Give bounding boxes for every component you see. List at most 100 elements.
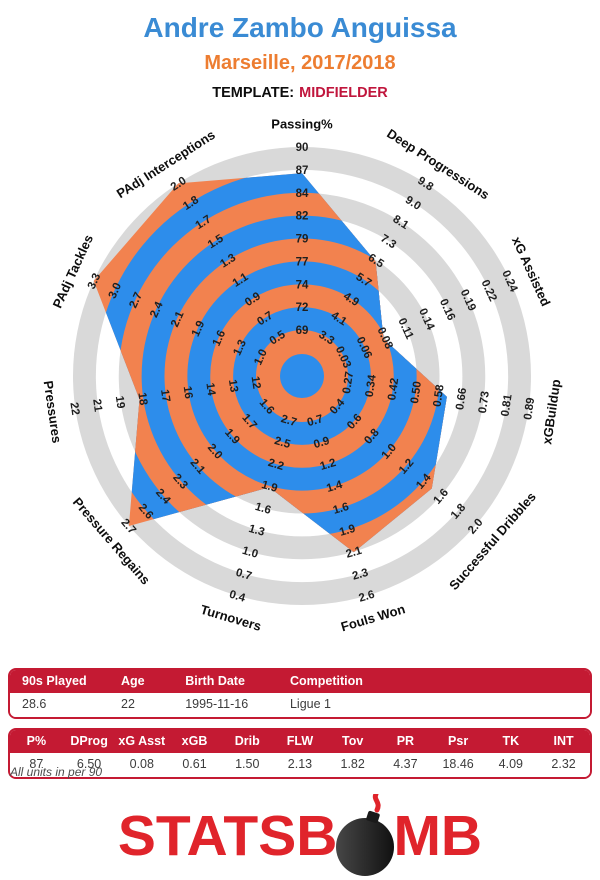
tick-label: 1.3 — [247, 523, 266, 539]
radar-chart: 908784827977747269Passing%9.89.08.17.36.… — [41, 117, 564, 635]
tick-label: 90 — [296, 142, 309, 154]
tick-label: 0.34 — [364, 373, 379, 397]
tick-label: 87 — [296, 165, 309, 177]
column-header: Age — [109, 670, 174, 693]
tick-label: 0.89 — [522, 397, 537, 421]
cell-value: 0.61 — [168, 753, 221, 777]
tick-label: 17 — [158, 389, 172, 403]
cell-value: 4.09 — [484, 753, 538, 777]
column-header: Birth Date — [173, 670, 278, 693]
tick-label: 1.2 — [319, 457, 338, 473]
player-info-table: 90s Played Age Birth Date Competition 28.6 2… — [8, 668, 592, 719]
logo-text-left: STATSB — [117, 804, 338, 868]
tick-label: 2.5 — [273, 435, 292, 451]
cell-value: 18.46 — [431, 753, 485, 777]
tick-label: 16 — [181, 385, 195, 399]
page-title: Andre Zambo Anguissa — [143, 12, 457, 43]
tick-label: 0.7 — [234, 567, 253, 583]
polygon-ring — [280, 354, 324, 398]
tick-label: 77 — [296, 256, 309, 268]
stats-table-header-row: P% DProg xG Asst xGB Drib FLW Tov PR Psr TK INT — [10, 730, 590, 753]
tick-label: 72 — [296, 302, 309, 314]
column-header: PR — [379, 730, 432, 753]
tick-label: 12 — [249, 375, 263, 389]
column-header: TK — [484, 730, 538, 753]
template-line: TEMPLATE: MIDFIELDER — [0, 85, 600, 101]
axis-label: Pressures — [41, 380, 65, 444]
column-header: Drib — [220, 730, 274, 753]
stats-table-value-row: 87 6.50 0.08 0.61 1.50 2.13 1.82 4.37 18.46 4.09 2… — [10, 753, 590, 777]
tick-label: 13 — [226, 379, 240, 393]
tick-label: 69 — [296, 325, 309, 337]
column-header: Psr — [431, 730, 485, 753]
cell-value: 1.82 — [326, 753, 380, 777]
axis-label: xGBuildup — [539, 378, 563, 445]
cell-value: 0.08 — [115, 753, 169, 777]
tick-label: 84 — [296, 188, 309, 200]
tick-label: 2.6 — [357, 589, 376, 605]
tick-label: 79 — [296, 234, 309, 246]
axis-label: Fouls Won — [339, 601, 407, 634]
tick-label: 0.73 — [477, 390, 492, 414]
tick-label: 0.27 — [341, 371, 356, 395]
tick-label: 1.4 — [325, 479, 344, 495]
column-header: xG Asst — [115, 730, 169, 753]
tick-label: 0.4 — [228, 589, 247, 605]
column-header: DProg — [62, 730, 116, 753]
tick-label: 0.42 — [386, 377, 401, 401]
tick-label: 18 — [135, 392, 149, 407]
tick-label: 0.81 — [500, 393, 515, 417]
cell-value: 4.37 — [379, 753, 432, 777]
tick-label: 1.6 — [254, 501, 273, 517]
tick-label: 19 — [113, 395, 127, 409]
logo-text-right: MB — [393, 804, 483, 868]
statsbomb-logo: STATSB MB — [0, 794, 600, 878]
bomb-icon — [336, 794, 395, 876]
cell-value: 1995-11-16 — [173, 693, 278, 717]
tick-label: 0.66 — [454, 387, 469, 411]
tick-label: 0.58 — [432, 383, 447, 407]
cell-value: 2.13 — [273, 753, 327, 777]
column-header: FLW — [273, 730, 327, 753]
tick-label: 74 — [296, 279, 309, 291]
tick-label: 2.7 — [279, 413, 298, 429]
tick-label: 1.6 — [332, 501, 351, 517]
cell-value: 6.50 — [62, 753, 116, 777]
team-season-subtitle: Marseille, 2017/2018 — [204, 52, 396, 74]
units-footnote: All units in per 90 — [10, 765, 103, 779]
stat-tables: 90s Played Age Birth Date Competition 28.6 2… — [8, 668, 592, 779]
tick-label: 2.2 — [266, 457, 285, 473]
tick-label: 14 — [203, 382, 217, 397]
info-table-header-row: 90s Played Age Birth Date Competition — [10, 670, 590, 693]
cell-value: 1.50 — [220, 753, 274, 777]
cell-value: 28.6 — [10, 693, 109, 717]
column-header: Tov — [326, 730, 380, 753]
column-header: P% — [10, 730, 63, 753]
tick-label: 1.9 — [260, 479, 279, 495]
tick-label: 22 — [67, 402, 81, 416]
tick-label: 2.1 — [345, 545, 364, 561]
column-header: INT — [537, 730, 590, 753]
column-header: Competition — [277, 670, 590, 693]
tick-label: 2.3 — [351, 567, 370, 583]
tick-label: 0.7 — [306, 413, 325, 429]
tick-label: 82 — [296, 211, 309, 223]
column-header: xGB — [168, 730, 221, 753]
info-table-value-row: 28.6 22 1995-11-16 Ligue 1 — [10, 693, 590, 717]
column-header: 90s Played — [10, 670, 109, 693]
cell-value: 87 — [10, 753, 63, 777]
tick-label: 21 — [90, 398, 104, 413]
tick-label: 1.9 — [338, 523, 357, 539]
per90-stats-table: P% DProg xG Asst xGB Drib FLW Tov PR Psr TK INT 87… — [8, 728, 592, 779]
axis-label: Passing% — [271, 117, 333, 132]
template-value: MIDFIELDER — [299, 85, 388, 101]
template-label: TEMPLATE: — [212, 85, 295, 101]
tick-label: 0.50 — [409, 381, 424, 405]
tick-label: 1.0 — [241, 545, 260, 561]
axis-label: Turnovers — [199, 602, 263, 634]
cell-value: Ligue 1 — [277, 693, 590, 717]
tick-label: 0.9 — [312, 435, 331, 451]
cell-value: 22 — [109, 693, 174, 717]
cell-value: 2.32 — [537, 753, 590, 777]
